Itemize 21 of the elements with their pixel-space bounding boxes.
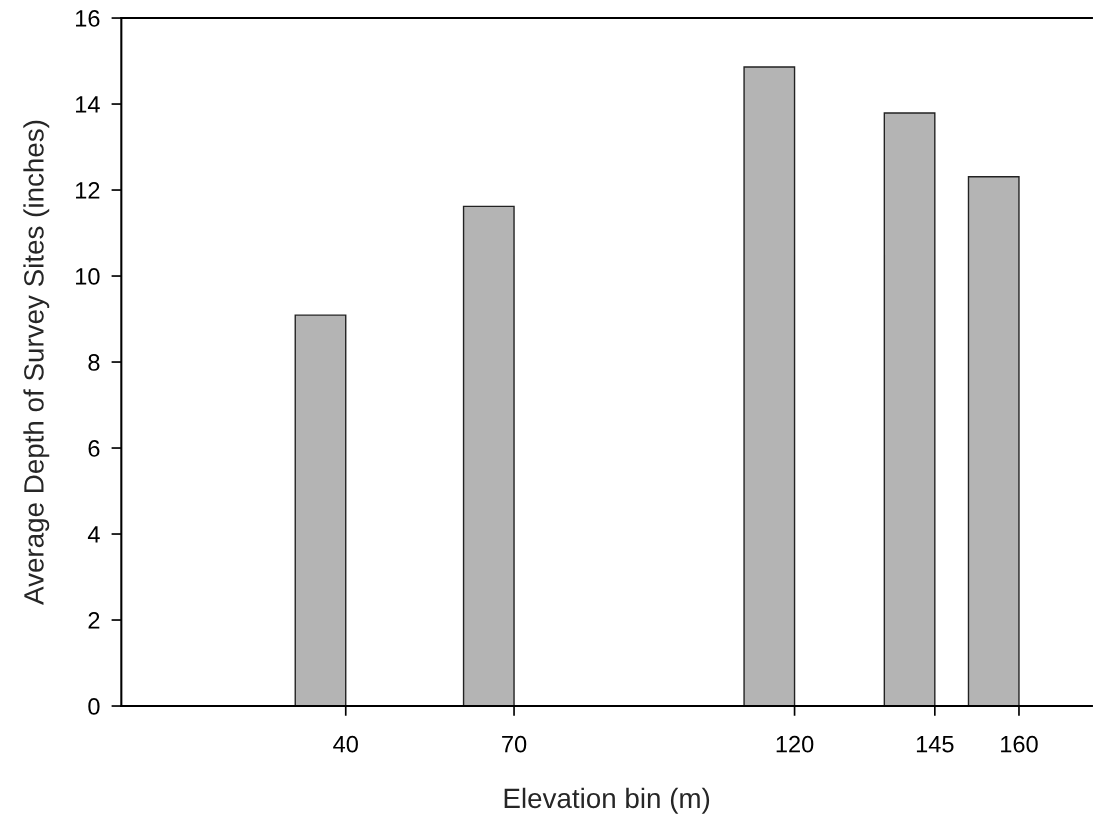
x-tick-label: 145	[916, 736, 954, 753]
y-tick-label: 6	[88, 440, 100, 457]
y-tick-label: 4	[87, 526, 100, 543]
y-tick-label: 2	[88, 612, 100, 629]
y-axis-title: Average Depth of Survey Sites (inches)	[23, 120, 50, 605]
x-tick-label: 70	[502, 735, 527, 753]
y-tick-label: 12	[76, 182, 100, 199]
y-tick-label: 10	[76, 268, 100, 285]
x-tick-label: 40	[333, 735, 358, 753]
y-tick-label: 16	[76, 10, 100, 27]
bar	[294, 314, 347, 707]
bar	[462, 205, 515, 707]
x-tick-label: 160	[1001, 735, 1038, 753]
y-tick-label: 14	[76, 96, 100, 113]
y-tick-label: 8	[88, 354, 100, 371]
y-tick-label: 0	[88, 698, 100, 715]
bar	[967, 176, 1020, 707]
bar	[743, 66, 796, 707]
bar	[883, 112, 936, 707]
x-tick-label: 120	[776, 735, 814, 753]
x-axis-title: Elevation bin (m)	[504, 787, 710, 814]
